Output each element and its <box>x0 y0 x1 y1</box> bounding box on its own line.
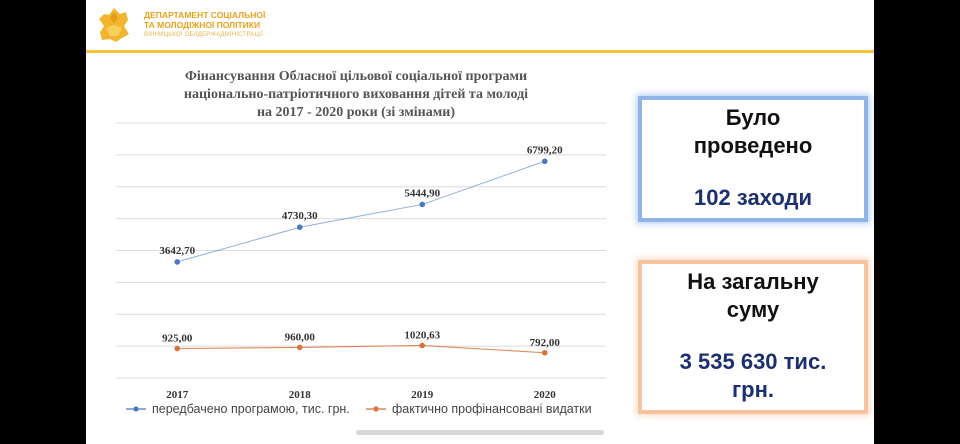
events-line1: Було <box>725 105 781 130</box>
header-divider <box>86 50 874 53</box>
department-logo-icon <box>99 8 129 42</box>
x-tick-label: 2019 <box>411 389 434 401</box>
data-point <box>419 342 426 349</box>
department-name-line3: вінницької облдержадміністрації <box>144 32 263 38</box>
department-name-line2: та молодіжної політики <box>144 20 261 30</box>
data-point <box>541 158 548 165</box>
data-label: 6799,20 <box>527 144 563 156</box>
data-label: 3642,70 <box>159 245 195 257</box>
chart-title-line2: національно-патріотичного виховання діте… <box>183 87 529 102</box>
chart-title: Фінансування Обласної цільової соціально… <box>106 68 606 122</box>
data-point <box>541 349 548 356</box>
legend-label-2: фактично профінансовані видатки <box>392 402 592 416</box>
total-line1: На загальну <box>687 269 819 294</box>
x-tick-label: 2020 <box>534 389 557 401</box>
legend-marker-2 <box>373 406 379 412</box>
events-count: 102 заходи <box>693 185 813 210</box>
total-info-box: На загальну суму 3 535 630 тис. грн. <box>638 260 868 414</box>
data-label: 925,00 <box>162 333 193 345</box>
data-label: 5444,90 <box>404 187 440 199</box>
series-line-2 <box>177 344 545 354</box>
home-indicator <box>356 430 604 435</box>
header: Департамент соціальної та молодіжної пол… <box>86 0 874 50</box>
department-name: Департамент соціальної та молодіжної пол… <box>144 10 265 40</box>
chart-title-line1: Фінансування Обласної цільової соціально… <box>184 69 528 84</box>
data-point <box>419 201 426 208</box>
x-tick-label: 2017 <box>166 389 189 401</box>
line-chart: 3642,70 4730,30 5444,90 6799,20 925,00 960,00… <box>116 122 606 416</box>
events-info-box: Було проведено 102 заходи <box>638 96 868 222</box>
slide: Департамент соціальної та молодіжної пол… <box>86 0 874 444</box>
total-currency: грн. <box>731 377 774 402</box>
legend-label-1: передбачено програмою, тис. грн. <box>152 402 350 416</box>
events-line2: проведено <box>693 133 813 158</box>
data-point <box>296 344 303 351</box>
data-label: 4730,30 <box>282 210 318 222</box>
data-label: 1020,63 <box>404 329 440 341</box>
x-tick-label: 2018 <box>289 389 312 401</box>
data-label: 960,00 <box>285 331 316 343</box>
series-line-1 <box>177 160 545 263</box>
data-point <box>174 259 181 265</box>
chart-title-line3: на 2017 - 2020 роки (зі змінами) <box>256 105 455 120</box>
total-spacer <box>642 324 864 348</box>
department-name-line1: Департамент соціальної <box>144 10 266 20</box>
data-point <box>296 224 303 231</box>
data-point <box>174 345 181 352</box>
total-amount: 3 535 630 тис. <box>679 349 827 374</box>
data-label: 792,00 <box>530 337 561 349</box>
total-line2: суму <box>726 297 780 322</box>
legend-marker-1 <box>133 406 139 412</box>
events-spacer <box>642 160 864 184</box>
